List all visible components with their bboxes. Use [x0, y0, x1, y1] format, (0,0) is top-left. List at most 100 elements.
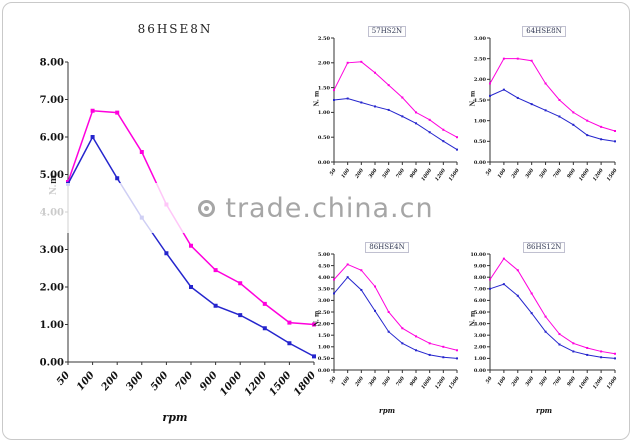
svg-text:1500: 1500 [606, 375, 619, 390]
svg-text:1000: 1000 [578, 167, 591, 182]
svg-text:1500: 1500 [448, 167, 461, 182]
svg-text:2.00: 2.00 [318, 321, 331, 327]
svg-text:1500: 1500 [606, 167, 619, 182]
torque-chart-top-left: 57HS2N N. m 0.00 0.50 1.00 1.50 2.00 2.50 50 10… [312, 16, 462, 196]
svg-text:1.00: 1.00 [318, 110, 331, 116]
torque-chart-bottom-right: 86HS12N N. m 0.00 1.00 2.00 3.00 4.00 5.00 6.0… [468, 232, 620, 420]
svg-text:0.50: 0.50 [318, 135, 331, 141]
svg-text:0.00: 0.00 [318, 368, 331, 374]
chart-title: 86HSE4N [365, 242, 409, 253]
x-axis-label: rpm [379, 406, 395, 415]
svg-text:1200: 1200 [592, 375, 605, 390]
svg-text:700: 700 [173, 370, 195, 393]
svg-text:200: 200 [99, 370, 122, 394]
svg-text:1.50: 1.50 [474, 98, 487, 104]
svg-text:7.00: 7.00 [40, 95, 64, 106]
svg-text:0.00: 0.00 [40, 358, 64, 369]
svg-text:200: 200 [353, 375, 365, 388]
svg-text:5.00: 5.00 [474, 310, 487, 316]
svg-text:500: 500 [381, 375, 392, 387]
svg-text:4.50: 4.50 [318, 263, 331, 269]
svg-text:1.00: 1.00 [474, 356, 487, 362]
svg-text:6.00: 6.00 [474, 298, 487, 304]
svg-text:6.00: 6.00 [40, 133, 64, 144]
svg-text:700: 700 [552, 167, 563, 179]
chart-title-row: 86HSE4N [312, 232, 462, 253]
svg-text:100: 100 [497, 167, 508, 179]
svg-text:9.00: 9.00 [474, 263, 487, 269]
svg-text:500: 500 [538, 375, 549, 387]
svg-text:1.50: 1.50 [318, 85, 331, 91]
svg-text:3.50: 3.50 [318, 287, 331, 293]
svg-text:300: 300 [368, 167, 379, 179]
svg-text:1000: 1000 [218, 370, 244, 398]
svg-text:3.00: 3.00 [474, 333, 487, 339]
chart-title-row: 64HSE8N [468, 16, 620, 37]
svg-text:2.50: 2.50 [318, 36, 331, 42]
torque-chart-bottom-left: 86HSE4N N. m 0.00 0.50 1.00 1.50 2.00 2.50 3.0… [312, 232, 462, 420]
svg-text:7.00: 7.00 [474, 287, 487, 293]
svg-text:2.00: 2.00 [318, 61, 331, 67]
svg-text:500: 500 [381, 167, 392, 179]
torque-chart-top-right: 64HSE8N N. m 0.00 0.50 1.00 1.50 2.00 2.50 3.0… [468, 16, 620, 196]
svg-text:50: 50 [485, 375, 494, 385]
svg-text:2.00: 2.00 [474, 345, 487, 351]
svg-text:8.00: 8.00 [40, 58, 64, 69]
svg-text:300: 300 [524, 375, 535, 387]
chart-title-row: 86HS12N [468, 232, 620, 253]
torque-chart-main: 86HSE8N N.m 0.001.002.003.004.005.006.00… [28, 14, 322, 428]
plot-area: 0.00 0.50 1.00 1.50 2.00 2.50 50 100 200 300 500 70… [312, 32, 462, 192]
svg-text:1200: 1200 [434, 375, 447, 390]
svg-text:900: 900 [409, 167, 420, 179]
svg-text:3.00: 3.00 [318, 298, 331, 304]
svg-text:1200: 1200 [592, 167, 605, 182]
svg-text:4.00: 4.00 [474, 321, 487, 327]
svg-text:200: 200 [510, 167, 522, 180]
svg-text:50: 50 [55, 370, 72, 388]
svg-text:500: 500 [149, 370, 171, 393]
x-axis-label: rpm [162, 411, 188, 424]
svg-text:2.50: 2.50 [474, 56, 487, 62]
svg-text:200: 200 [353, 167, 365, 180]
watermark-band: trade.china.cn [4, 183, 628, 233]
svg-text:100: 100 [75, 370, 97, 393]
svg-text:0.00: 0.00 [318, 160, 331, 166]
svg-text:5.00: 5.00 [318, 252, 331, 258]
svg-text:50: 50 [329, 375, 338, 385]
svg-text:1000: 1000 [420, 375, 433, 390]
svg-text:1500: 1500 [267, 370, 293, 398]
svg-text:0.00: 0.00 [474, 368, 487, 374]
svg-text:0.50: 0.50 [318, 356, 331, 362]
chart-title: 57HS2N [367, 26, 407, 37]
svg-text:8.00: 8.00 [474, 275, 487, 281]
svg-text:300: 300 [368, 375, 379, 387]
svg-text:300: 300 [124, 370, 146, 393]
chart-title: 86HSE8N [137, 22, 213, 36]
svg-text:4.00: 4.00 [318, 275, 331, 281]
svg-text:1.00: 1.00 [474, 118, 487, 124]
svg-text:1.50: 1.50 [318, 333, 331, 339]
svg-text:1200: 1200 [434, 167, 447, 182]
svg-text:2.00: 2.00 [40, 283, 64, 294]
chart-title: 64HSE8N [522, 26, 566, 37]
svg-text:2.50: 2.50 [318, 310, 331, 316]
plot-area: 0.00 1.00 2.00 3.00 4.00 5.00 6.00 7.00 8.00 9.00… [468, 248, 620, 400]
svg-text:0.50: 0.50 [474, 139, 487, 145]
x-axis-label: rpm [536, 406, 552, 415]
svg-text:50: 50 [485, 167, 494, 177]
svg-text:50: 50 [329, 167, 338, 177]
plot-area: 0.00 0.50 1.00 1.50 2.00 2.50 3.00 3.50 4.00 4.50… [312, 248, 462, 400]
svg-text:1.00: 1.00 [40, 320, 64, 331]
svg-text:100: 100 [340, 375, 351, 387]
svg-text:200: 200 [510, 375, 522, 388]
svg-text:1000: 1000 [420, 167, 433, 182]
svg-text:3.00: 3.00 [474, 36, 487, 42]
svg-text:0.00: 0.00 [474, 160, 487, 166]
svg-text:100: 100 [497, 375, 508, 387]
svg-text:10.00: 10.00 [470, 252, 486, 258]
svg-text:700: 700 [552, 375, 563, 387]
svg-text:1200: 1200 [243, 370, 269, 398]
watermark-logo-icon [198, 199, 216, 217]
